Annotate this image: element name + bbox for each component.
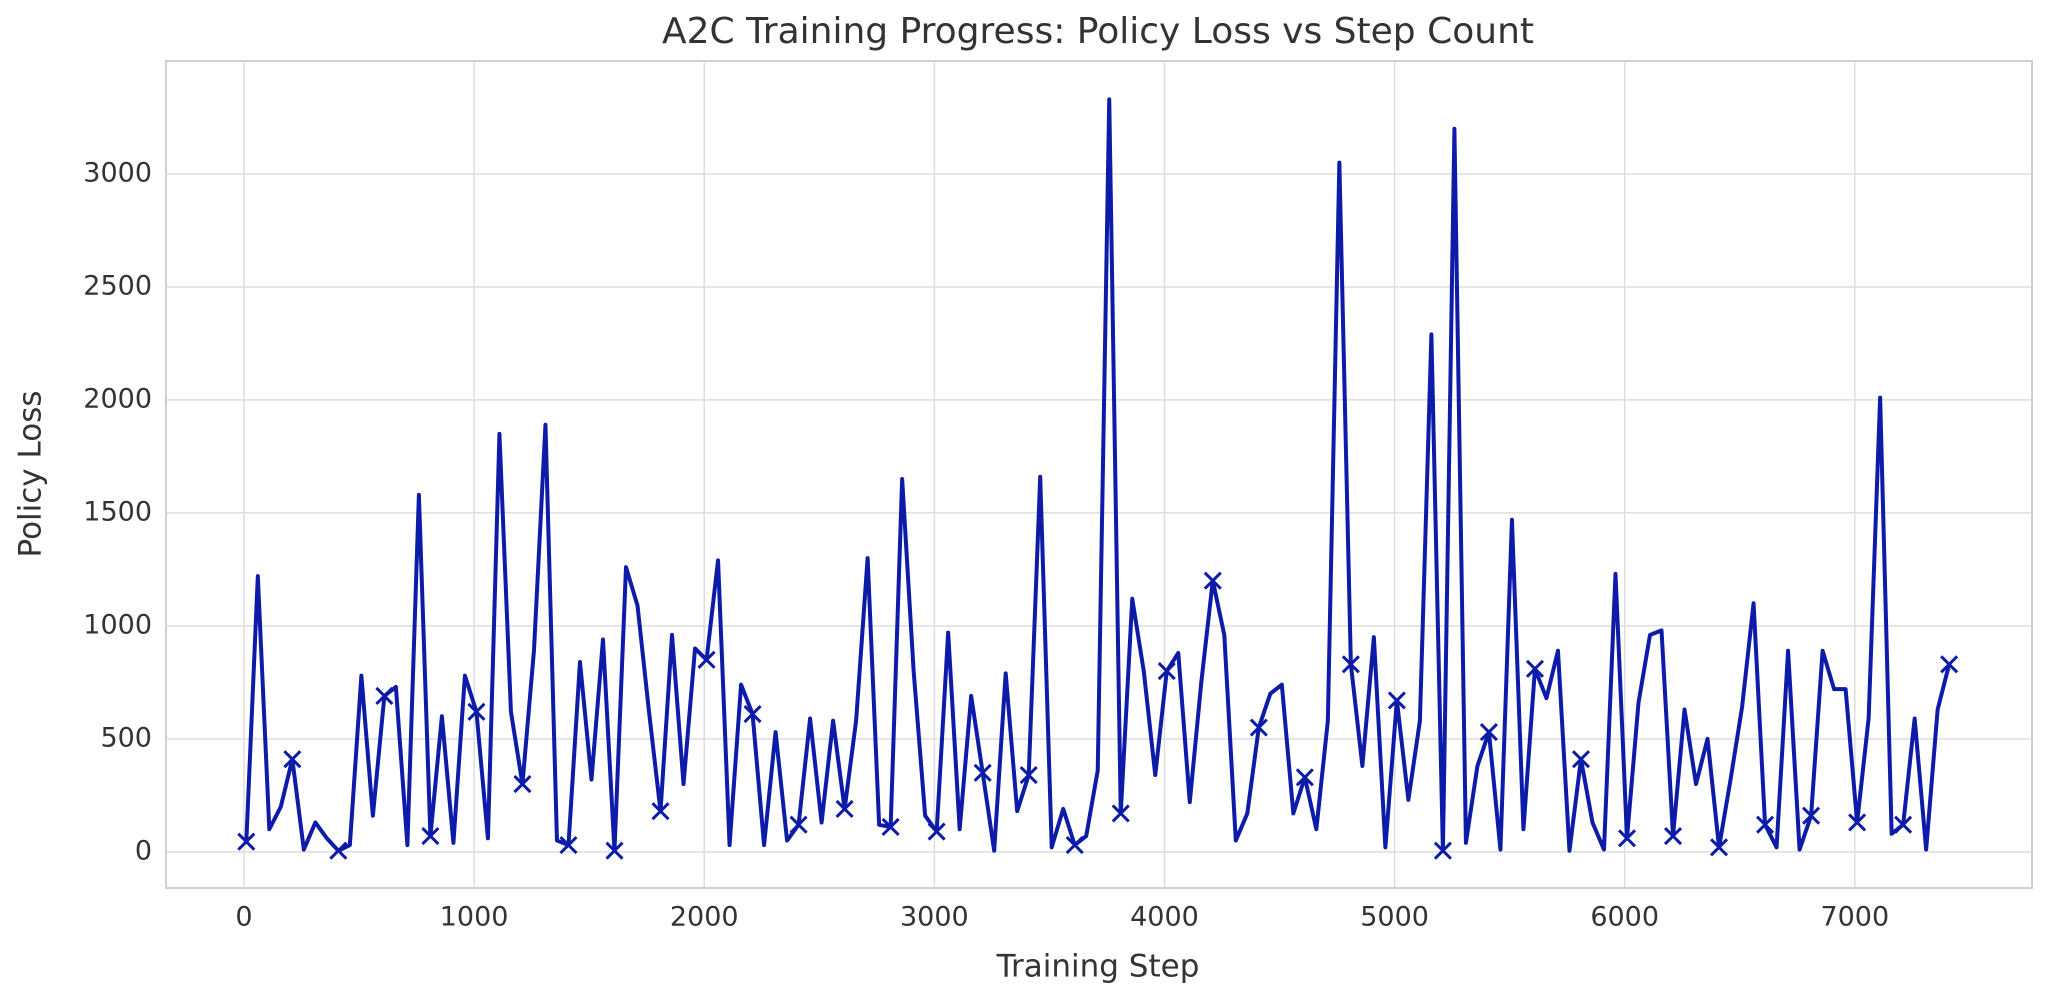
marker bbox=[743, 704, 762, 724]
y-tick-label: 1500 bbox=[83, 496, 152, 527]
marker bbox=[1617, 829, 1637, 848]
marker bbox=[513, 774, 532, 794]
marker bbox=[1065, 836, 1084, 855]
marker bbox=[375, 686, 394, 705]
marker bbox=[1295, 768, 1314, 787]
marker bbox=[789, 815, 808, 834]
y-axis-label: Policy Loss bbox=[13, 390, 49, 557]
marker bbox=[1203, 571, 1222, 590]
marker bbox=[1479, 723, 1498, 742]
marker bbox=[237, 832, 256, 851]
marker bbox=[1894, 815, 1913, 834]
marker bbox=[1802, 806, 1821, 825]
marker bbox=[1709, 838, 1729, 857]
x-tick-label: 6000 bbox=[1590, 902, 1659, 933]
x-tick-label: 3000 bbox=[900, 902, 969, 933]
marker bbox=[1341, 655, 1360, 674]
marker bbox=[421, 826, 440, 846]
marker bbox=[1157, 662, 1176, 681]
marker bbox=[697, 650, 716, 669]
marker bbox=[467, 702, 486, 721]
line bbox=[244, 97, 1952, 853]
x-tick-label: 0 bbox=[235, 902, 252, 933]
marker bbox=[559, 836, 578, 855]
y-tick-label: 3000 bbox=[83, 157, 152, 188]
marker bbox=[1848, 813, 1867, 832]
marker bbox=[1756, 815, 1775, 834]
marker bbox=[1249, 718, 1268, 737]
y-tick-label: 2500 bbox=[83, 270, 152, 301]
marker bbox=[1019, 765, 1038, 785]
marker bbox=[283, 750, 302, 769]
marker bbox=[605, 841, 624, 860]
marker bbox=[1387, 691, 1406, 710]
x-tick-label: 4000 bbox=[1130, 902, 1199, 933]
x-tick-label: 1000 bbox=[440, 902, 509, 933]
marker bbox=[329, 841, 348, 860]
marker bbox=[1525, 659, 1545, 678]
marker bbox=[881, 817, 900, 837]
marker bbox=[835, 799, 854, 818]
plot-frame bbox=[165, 60, 2033, 889]
x-axis-label: Training Step bbox=[996, 949, 1200, 985]
marker bbox=[973, 763, 992, 782]
marker bbox=[1663, 826, 1683, 846]
x-tick-label: 7000 bbox=[1820, 902, 1889, 933]
y-tick-label: 0 bbox=[135, 835, 152, 866]
y-tick-label: 1000 bbox=[83, 609, 152, 640]
marker bbox=[1571, 750, 1591, 769]
y-tick-label: 500 bbox=[100, 722, 152, 753]
marker bbox=[651, 802, 670, 821]
marker bbox=[1940, 655, 1959, 674]
x-tick-label: 2000 bbox=[670, 902, 739, 933]
y-tick-label: 2000 bbox=[83, 383, 152, 414]
chart-title: A2C Training Progress: Policy Loss vs St… bbox=[662, 11, 1534, 52]
marker bbox=[1433, 841, 1452, 860]
x-tick-label: 5000 bbox=[1360, 902, 1429, 933]
marker bbox=[927, 822, 946, 841]
marker bbox=[1111, 804, 1130, 823]
